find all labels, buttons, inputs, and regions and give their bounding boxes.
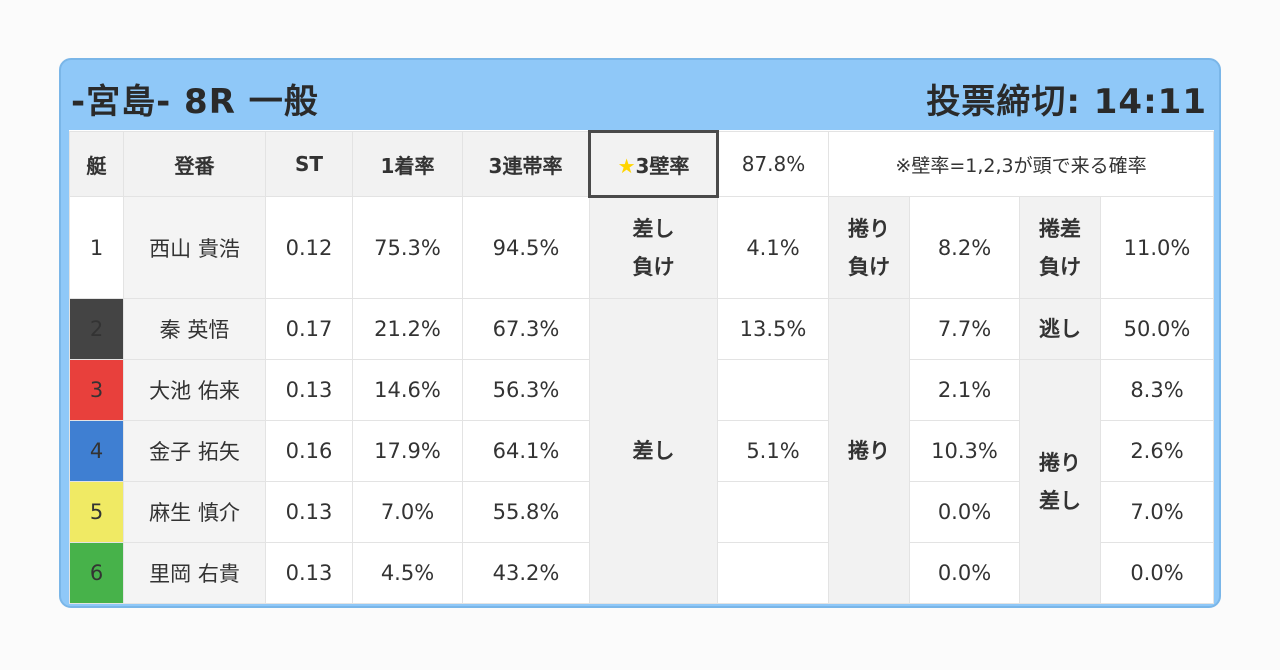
racer-name: 麻生 慎介: [123, 481, 266, 543]
win-rate-value: 21.2%: [352, 298, 463, 360]
makuri-value: 10.3%: [909, 420, 1020, 482]
label-line: 捲り: [848, 216, 890, 241]
top3-rate-value: 56.3%: [462, 359, 590, 421]
label-line: 負け: [848, 254, 890, 279]
label-sashi: 差し: [589, 298, 718, 604]
label-makuri: 捲り: [828, 298, 910, 604]
label-line: 負け: [632, 255, 675, 279]
kabe-rate-value: 87.8%: [717, 131, 829, 197]
lane-number-5: 5: [69, 481, 124, 543]
win-rate-value: 4.5%: [352, 542, 463, 604]
sashi-value: 13.5%: [717, 298, 829, 360]
makurisashi-value: 0.0%: [1100, 542, 1214, 604]
makurisashi-value: 7.0%: [1100, 481, 1214, 543]
label-line: 負け: [1039, 254, 1081, 279]
win-rate-value: 7.0%: [352, 481, 463, 543]
win-rate-value: 14.6%: [352, 359, 463, 421]
makuri-value: 2.1%: [909, 359, 1020, 421]
st-value: 0.12: [265, 196, 353, 299]
sashi-value: [717, 359, 829, 421]
makurisashi-make-value: 11.0%: [1100, 196, 1214, 299]
lane-number-3: 3: [69, 359, 124, 421]
header-row: 艇 登番 ST 1着率 3連帯率 ★3壁率 87.8% ※壁率=1,2,3が頭で…: [69, 130, 1214, 198]
st-value: 0.13: [265, 481, 353, 543]
top3-rate-value: 67.3%: [462, 298, 590, 360]
racer-name: 西山 貴浩: [123, 196, 266, 299]
top3-rate-value: 43.2%: [462, 542, 590, 604]
label-line: 捲り: [1039, 450, 1081, 475]
col-header-top3-rate: 3連帯率: [462, 131, 590, 197]
top3-rate-value: 55.8%: [462, 481, 590, 543]
table-row: 1 西山 貴浩 0.12 75.3% 94.5% 差し 負け 4.1% 捲り 負け …: [69, 196, 1214, 299]
win-rate-value: 17.9%: [352, 420, 463, 482]
makurisashi-value: 2.6%: [1100, 420, 1214, 482]
kabe-rate-note: ※壁率=1,2,3が頭で来る確率: [828, 131, 1214, 197]
label-makurisashi-make: 捲差 負け: [1019, 196, 1101, 299]
st-value: 0.16: [265, 420, 353, 482]
table-row: 2 秦 英悟 0.17 21.2% 67.3% 差し 13.5% 捲り 7.7%…: [69, 298, 1214, 604]
st-value: 0.13: [265, 542, 353, 604]
label-nige: 逃し: [1019, 298, 1101, 360]
kabe-rate-badge: ★3壁率: [588, 130, 719, 198]
table-row: 6 里岡 右貴 0.13 4.5% 43.2% 0.0% 0.0%: [69, 542, 1214, 604]
sashi-value: [717, 542, 829, 604]
label-sashi-make: 差し 負け: [589, 196, 718, 299]
top3-rate-value: 64.1%: [462, 420, 590, 482]
label-makurisashi: 捲り 差し: [1019, 359, 1101, 604]
table-row: 5 麻生 慎介 0.13 7.0% 55.8% 0.0% 7.0%: [69, 481, 1214, 543]
lane-number-1: 1: [69, 196, 124, 299]
col-header-lane: 艇: [69, 131, 124, 197]
makurisashi-value: 8.3%: [1100, 359, 1214, 421]
kabe-label: 3壁率: [635, 153, 690, 178]
sashi-make-value: 4.1%: [717, 196, 829, 299]
label-line: 捲差: [1039, 216, 1081, 241]
makuri-value: 0.0%: [909, 542, 1020, 604]
col-header-win-rate: 1着率: [352, 131, 463, 197]
racer-name: 金子 拓矢: [123, 420, 266, 482]
table-row: 3 大池 佑来 0.13 14.6% 56.3% 2.1% 捲り差し 8.3%: [69, 359, 1214, 604]
win-rate-value: 75.3%: [352, 196, 463, 299]
makuri-value: 0.0%: [909, 481, 1020, 543]
st-value: 0.17: [265, 298, 353, 360]
top3-rate-value: 94.5%: [462, 196, 590, 299]
makuri-make-value: 8.2%: [909, 196, 1020, 299]
lane-number-6: 6: [69, 542, 124, 604]
lane-number-4: 4: [69, 420, 124, 482]
label-line: 差し: [1039, 488, 1081, 513]
race-title: -宮島- 8R 一般: [71, 82, 319, 122]
label-makuri-make: 捲り 負け: [828, 196, 910, 299]
col-header-st: ST: [265, 131, 353, 197]
label-line: 差し: [632, 217, 675, 241]
sashi-value: [717, 481, 829, 543]
racer-name: 大池 佑来: [123, 359, 266, 421]
nige-value: 50.0%: [1100, 298, 1214, 360]
makuri-value: 7.7%: [909, 298, 1020, 360]
col-header-name: 登番: [123, 131, 266, 197]
betting-deadline: 投票締切: 14:11: [926, 82, 1207, 122]
star-icon: ★: [617, 153, 636, 178]
race-stats-table: 艇 登番 ST 1着率 3連帯率 ★3壁率 87.8% ※壁率=1,2,3が頭で…: [69, 130, 1214, 604]
racer-name: 秦 英悟: [123, 298, 266, 360]
race-header: -宮島- 8R 一般 投票締切: 14:11: [61, 60, 1219, 132]
racer-name: 里岡 右貴: [123, 542, 266, 604]
race-card: -宮島- 8R 一般 投票締切: 14:11 艇 登番 ST 1着率 3連帯率 …: [59, 58, 1221, 608]
lane-number-2: 2: [69, 298, 124, 360]
st-value: 0.13: [265, 359, 353, 421]
sashi-value: 5.1%: [717, 420, 829, 482]
